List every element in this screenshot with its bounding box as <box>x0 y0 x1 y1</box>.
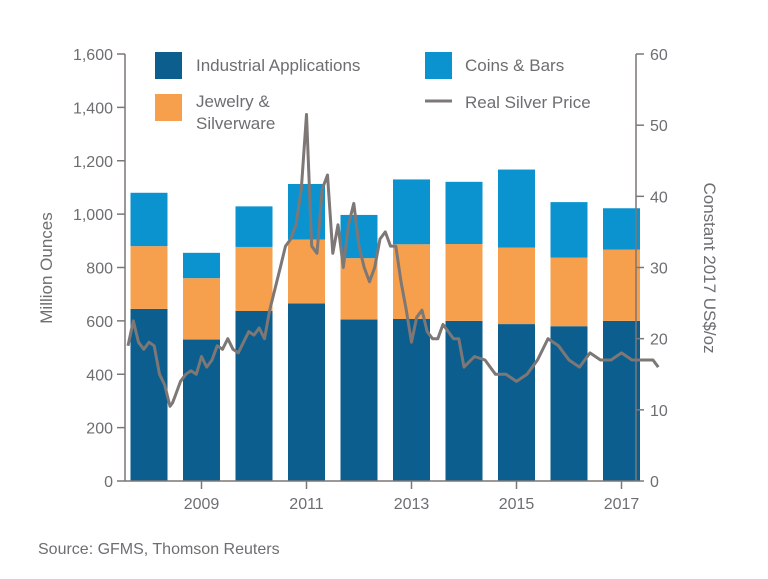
bar-2012-series-1 <box>340 258 378 320</box>
y-axis-left-title: Million Ounces <box>37 212 56 324</box>
bar-2008-series-2 <box>130 192 168 247</box>
legend-label-2: Jewelry & Silverware <box>196 92 275 133</box>
bar-2010-series-0 <box>235 311 273 481</box>
y-right-tick-label: 10 <box>650 403 668 420</box>
legend-swatch-2 <box>155 94 182 121</box>
y-left-tick-label: 1,400 <box>73 100 113 117</box>
line-layer <box>126 113 660 408</box>
bar-2009-series-0 <box>183 339 220 481</box>
bar-2016-series-0 <box>550 326 588 481</box>
bar-2010-series-2 <box>235 206 273 247</box>
bar-2017-series-0 <box>603 320 640 481</box>
bar-2014-series-2 <box>445 181 483 245</box>
y-axis-right-title: Constant 2017 US$/oz <box>700 182 719 353</box>
y-right-tick-label: 40 <box>650 189 668 206</box>
bar-2017-series-2 <box>603 208 640 250</box>
y-left-tick-label: 200 <box>86 421 113 438</box>
bar-2011-series-0 <box>288 303 325 481</box>
bar-2010-series-1 <box>235 246 273 312</box>
bar-2016-series-2 <box>550 202 588 258</box>
y-left-tick-label: 600 <box>86 314 113 331</box>
y-right-tick-label: 20 <box>650 332 668 349</box>
legend: Industrial Applications Coins & Bars Jewel… <box>155 52 591 133</box>
x-tick-label: 2015 <box>499 496 535 513</box>
bar-2013-series-2 <box>393 179 430 245</box>
bars-layer <box>130 169 640 481</box>
bar-2016-series-1 <box>550 257 588 327</box>
legend-label-0: Industrial Applications <box>196 56 360 75</box>
bar-2014-series-1 <box>445 244 483 321</box>
bar-2009-series-1 <box>183 278 220 340</box>
x-tick-label: 2009 <box>184 496 220 513</box>
y-left-tick-label: 400 <box>86 367 113 384</box>
y-right-tick-label: 50 <box>650 118 668 135</box>
bar-2015-series-0 <box>498 324 535 481</box>
bar-2015-series-2 <box>498 169 535 248</box>
bar-2015-series-1 <box>498 247 535 325</box>
y-left-tick-label: 1,000 <box>73 207 113 224</box>
bar-2011-series-1 <box>288 239 325 304</box>
bar-2013-series-0 <box>393 319 430 481</box>
y-left-tick-label: 800 <box>86 261 113 278</box>
axes-layer: 0 200 400 600 800 1,000 1,200 1,400 1,600 0 10 20 30… <box>73 47 668 513</box>
real-silver-price-line <box>126 113 660 408</box>
x-tick-label: 2017 <box>604 496 640 513</box>
y-left-tick-label: 1,600 <box>73 47 113 64</box>
y-right-tick-label: 0 <box>650 474 659 491</box>
y-right-tick-label: 60 <box>650 47 668 64</box>
legend-label-1: Coins & Bars <box>465 56 564 75</box>
bar-2008-series-1 <box>130 246 168 309</box>
y-right-tick-label: 30 <box>650 261 668 278</box>
bar-2014-series-0 <box>445 320 483 481</box>
legend-swatch-0 <box>155 52 182 79</box>
source-note: Source: GFMS, Thomson Reuters <box>38 541 280 558</box>
x-tick-label: 2013 <box>394 496 430 513</box>
bar-2009-series-2 <box>183 252 220 279</box>
legend-label-3: Real Silver Price <box>465 93 591 112</box>
y-left-tick-label: 1,200 <box>73 154 113 171</box>
bar-2017-series-1 <box>603 249 640 321</box>
bar-2012-series-0 <box>340 319 378 481</box>
x-tick-label: 2011 <box>289 496 324 513</box>
y-left-tick-label: 0 <box>104 474 113 491</box>
bar-2013-series-1 <box>393 244 430 320</box>
legend-swatch-1 <box>425 52 452 79</box>
